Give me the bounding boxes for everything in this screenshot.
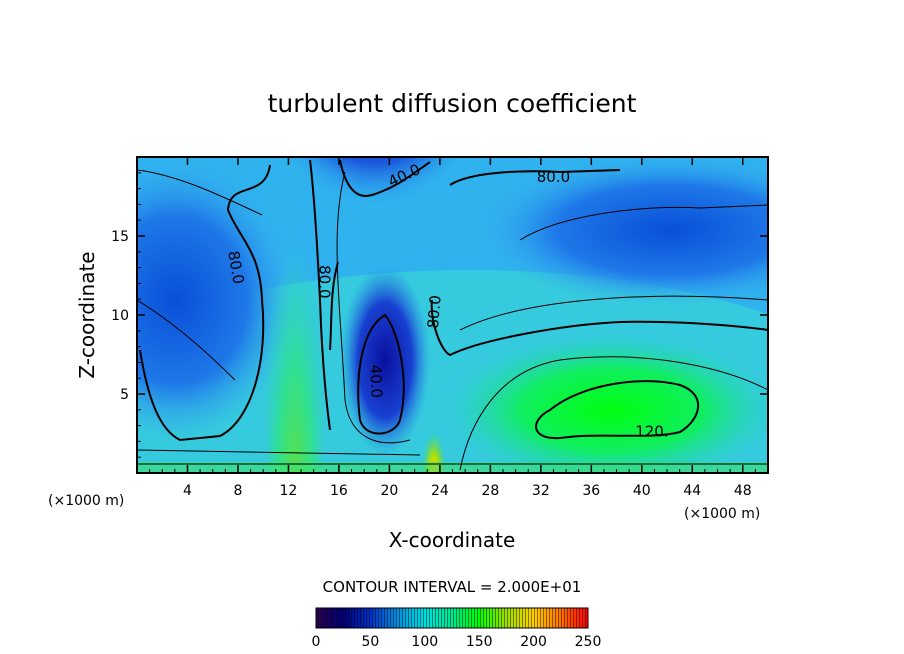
x-tick-label: 16 xyxy=(330,483,348,499)
contour-thin-5 xyxy=(519,204,768,241)
x-tick-label: 20 xyxy=(380,483,398,499)
contour-80-right xyxy=(430,299,768,357)
colorbar-tick-label: 150 xyxy=(466,634,493,650)
chart-title: turbulent diffusion coefficient xyxy=(268,89,637,118)
colorbar-tick-labels: 0 50 100 150 200 250 xyxy=(312,634,602,650)
y-axis-ticks: 5 10 15 xyxy=(111,172,768,458)
x-tick-label: 8 xyxy=(233,483,242,499)
x-tick-label: 4 xyxy=(183,483,192,499)
x-tick-label: 40 xyxy=(633,483,651,499)
colorbar-tick-label: 200 xyxy=(520,634,547,650)
contour-40-top xyxy=(339,159,431,197)
contour-thin-2 xyxy=(137,299,236,381)
colorbar-frame xyxy=(315,607,589,629)
contour-lines xyxy=(137,159,768,471)
field-bottom-strip xyxy=(137,462,768,473)
field-blue-lobe-left xyxy=(137,160,295,440)
contour-thin-3 xyxy=(459,295,768,331)
contour-80-column-right xyxy=(329,261,339,351)
y-tick-label: 10 xyxy=(111,308,129,324)
x-tick-label: 28 xyxy=(481,483,499,499)
field-top-minimum xyxy=(285,157,465,277)
y-axis-label: Z-coordinate xyxy=(75,251,99,378)
z-unit-label: (×1000 m) xyxy=(48,493,124,509)
contour-thin-8 xyxy=(336,171,411,444)
contour-80-column xyxy=(309,159,331,431)
contour-120 xyxy=(535,380,700,440)
field-blue-lobe-right xyxy=(480,157,768,305)
field-central-column xyxy=(265,160,325,473)
x-tick-label: 12 xyxy=(280,483,298,499)
contour-40-lobe xyxy=(357,313,405,435)
colorbar: 0 50 100 150 200 250 xyxy=(312,607,602,650)
y-tick-label: 5 xyxy=(120,387,129,403)
contour-thin-6 xyxy=(137,449,421,456)
contour-label: 80.0 xyxy=(315,265,333,298)
contour-thin-4 xyxy=(459,356,768,471)
contour-thin-1 xyxy=(137,169,263,216)
field-green-maximum xyxy=(447,335,768,473)
x-tick-label: 48 xyxy=(734,483,752,499)
colorbar-stripes xyxy=(316,608,588,628)
contour-80-top xyxy=(449,169,621,186)
x-tick-label: 32 xyxy=(532,483,550,499)
contour-80-left xyxy=(139,164,271,442)
contour-field xyxy=(137,157,768,473)
x-tick-label: 36 xyxy=(582,483,600,499)
colorbar-tick-label: 250 xyxy=(575,634,602,650)
x-tick-label: 24 xyxy=(431,483,449,499)
contour-label: 80.0 xyxy=(424,294,445,329)
colorbar-tick-label: 100 xyxy=(411,634,438,650)
field-deep-blue-lobe xyxy=(340,265,430,455)
x-tick-label: 44 xyxy=(683,483,701,499)
x-axis-ticks: 4 8 12 16 20 24 28 32 36 40 44 48 xyxy=(149,157,756,499)
colorbar-tick-label: 50 xyxy=(361,634,379,650)
x-unit-label: (×1000 m) xyxy=(684,506,760,522)
field-hot-spot xyxy=(422,415,446,473)
contour-label: 80.0 xyxy=(537,168,570,186)
contour-label: 80.0 xyxy=(224,250,248,286)
contour-label: 40.0 xyxy=(366,364,385,398)
y-tick-label: 15 xyxy=(111,229,129,245)
colorbar-tick-label: 0 xyxy=(312,634,321,650)
contour-label: 120. xyxy=(635,422,668,440)
contour-interval-label: CONTOUR INTERVAL = 2.000E+01 xyxy=(323,578,582,596)
x-axis-label: X-coordinate xyxy=(389,528,516,552)
